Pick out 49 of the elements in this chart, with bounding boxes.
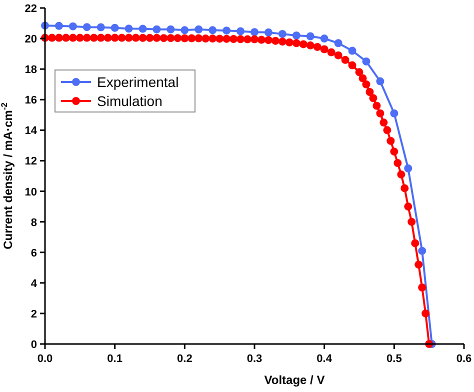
point [348,46,356,55]
point [390,109,398,118]
y-tick-label: 6 [30,247,37,260]
y-tick-label: 18 [24,64,37,76]
point [138,24,147,33]
y-tick-label: 0 [30,339,37,351]
point [404,164,412,172]
x-tick-label: 0.5 [386,353,402,365]
y-tick-label: 20 [24,34,37,46]
point [208,26,217,34]
point [222,26,231,35]
y-tick-label: 4 [30,278,38,290]
x-axis-title: Voltage / V [264,373,325,387]
legend-label: Experimental [97,74,179,90]
point [278,30,286,38]
legend-label: Simulation [97,93,162,109]
point [54,22,63,30]
x-tick-label: 0.6 [456,353,472,365]
point [124,24,133,33]
point [306,32,314,40]
point [236,27,245,36]
y-tick-label: 22 [24,3,37,15]
point [250,28,258,36]
y-tick-label: 8 [30,216,37,229]
x-tick-label: 0.2 [177,353,192,365]
y-tick-label: 14 [24,125,38,138]
point [166,25,175,34]
x-tick-label: 0.3 [246,353,262,365]
y-tick-label: 12 [24,156,37,168]
point [68,22,77,30]
x-tick-label: 0.1 [107,353,122,365]
point [376,77,384,86]
point [194,25,203,34]
y-tick-label: 10 [24,186,37,198]
point [320,34,328,43]
point [96,23,105,32]
x-tick-label: 0.4 [316,353,333,365]
point [264,28,272,36]
point [110,24,119,32]
x-tick-label: 0.0 [37,353,53,365]
point [334,39,342,48]
point [418,246,426,255]
y-tick-label: 2 [30,308,37,320]
point [292,31,300,40]
y-tick-label: 16 [24,94,37,107]
point [152,25,161,34]
point [82,23,91,32]
point [180,26,189,34]
point [362,57,370,66]
